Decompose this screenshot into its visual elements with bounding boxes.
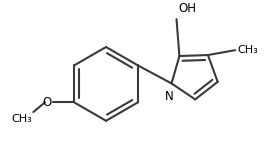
Text: CH₃: CH₃ [11,114,32,124]
Text: CH₃: CH₃ [237,45,258,55]
Text: OH: OH [178,2,197,15]
Text: O: O [43,96,52,109]
Text: N: N [165,90,174,103]
